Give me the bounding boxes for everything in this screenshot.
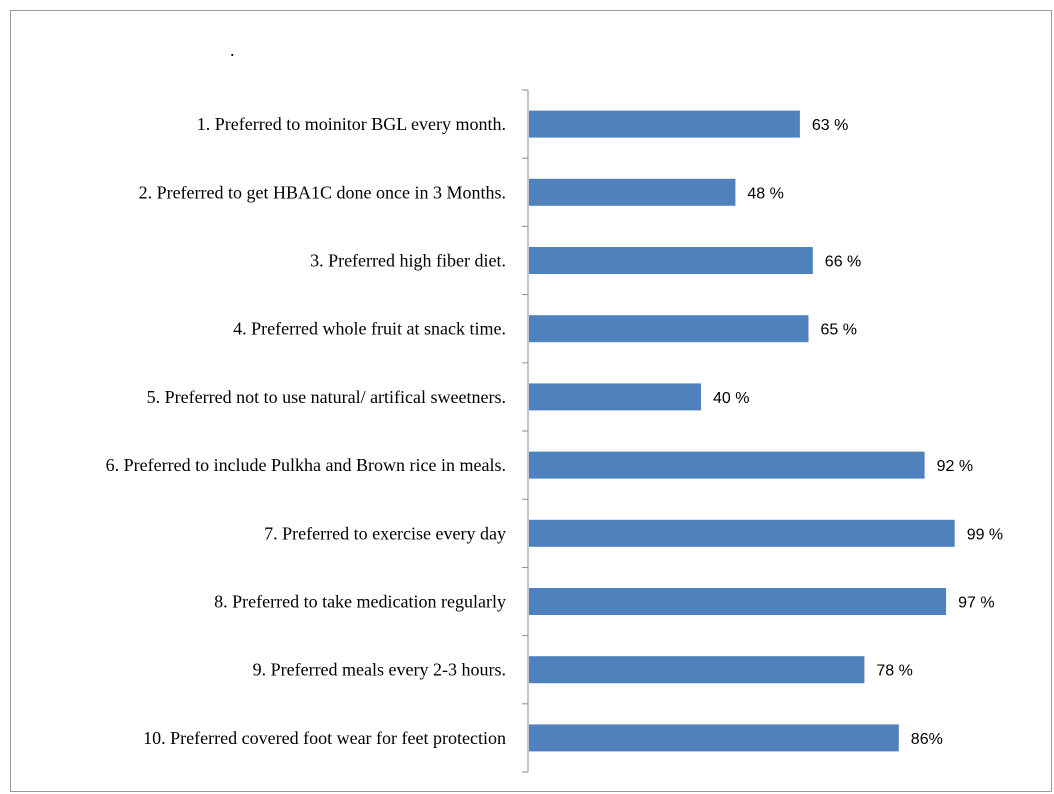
category-label: 8. Preferred to take medication regularl…: [214, 592, 506, 612]
category-label: 1. Preferred to moinitor BGL every month…: [197, 114, 506, 134]
category-label: 10. Preferred covered foot wear for feet…: [143, 728, 506, 748]
category-label: 2. Preferred to get HBA1C done once in 3…: [139, 182, 506, 202]
data-label: 99 %: [967, 526, 1003, 543]
category-label: 5. Preferred not to use natural/ artific…: [147, 387, 506, 407]
data-label: 86%: [911, 731, 943, 748]
data-label: 65 %: [821, 322, 857, 339]
category-label: 4. Preferred whole fruit at snack time.: [233, 319, 506, 339]
bar: [529, 315, 809, 343]
data-label: 92 %: [937, 458, 973, 475]
data-label: 48 %: [747, 185, 783, 202]
bar: [529, 178, 736, 206]
category-label: 7. Preferred to exercise every day: [264, 523, 506, 543]
data-label: 40 %: [713, 390, 749, 407]
data-label: 66 %: [825, 254, 861, 271]
bar: [529, 383, 701, 411]
bars-layer: [529, 110, 955, 752]
category-label: 6. Preferred to include Pulkha and Brown…: [106, 455, 506, 475]
data-label: 97 %: [958, 595, 994, 612]
bar: [529, 451, 925, 479]
bar: [529, 724, 899, 752]
data-label: 63 %: [812, 117, 848, 134]
data-label: 78 %: [876, 663, 912, 680]
bar: [529, 110, 800, 138]
bar: [529, 519, 955, 547]
labels-layer: 1. Preferred to moinitor BGL every month…: [106, 114, 1004, 748]
bar: [529, 656, 865, 684]
bar: [529, 588, 947, 615]
category-label: 9. Preferred meals every 2-3 hours.: [253, 660, 506, 680]
chart-title-mark: .: [230, 40, 235, 60]
category-label: 3. Preferred high fiber diet.: [310, 251, 506, 271]
axis-layer: [522, 89, 529, 773]
bar: [529, 247, 813, 274]
